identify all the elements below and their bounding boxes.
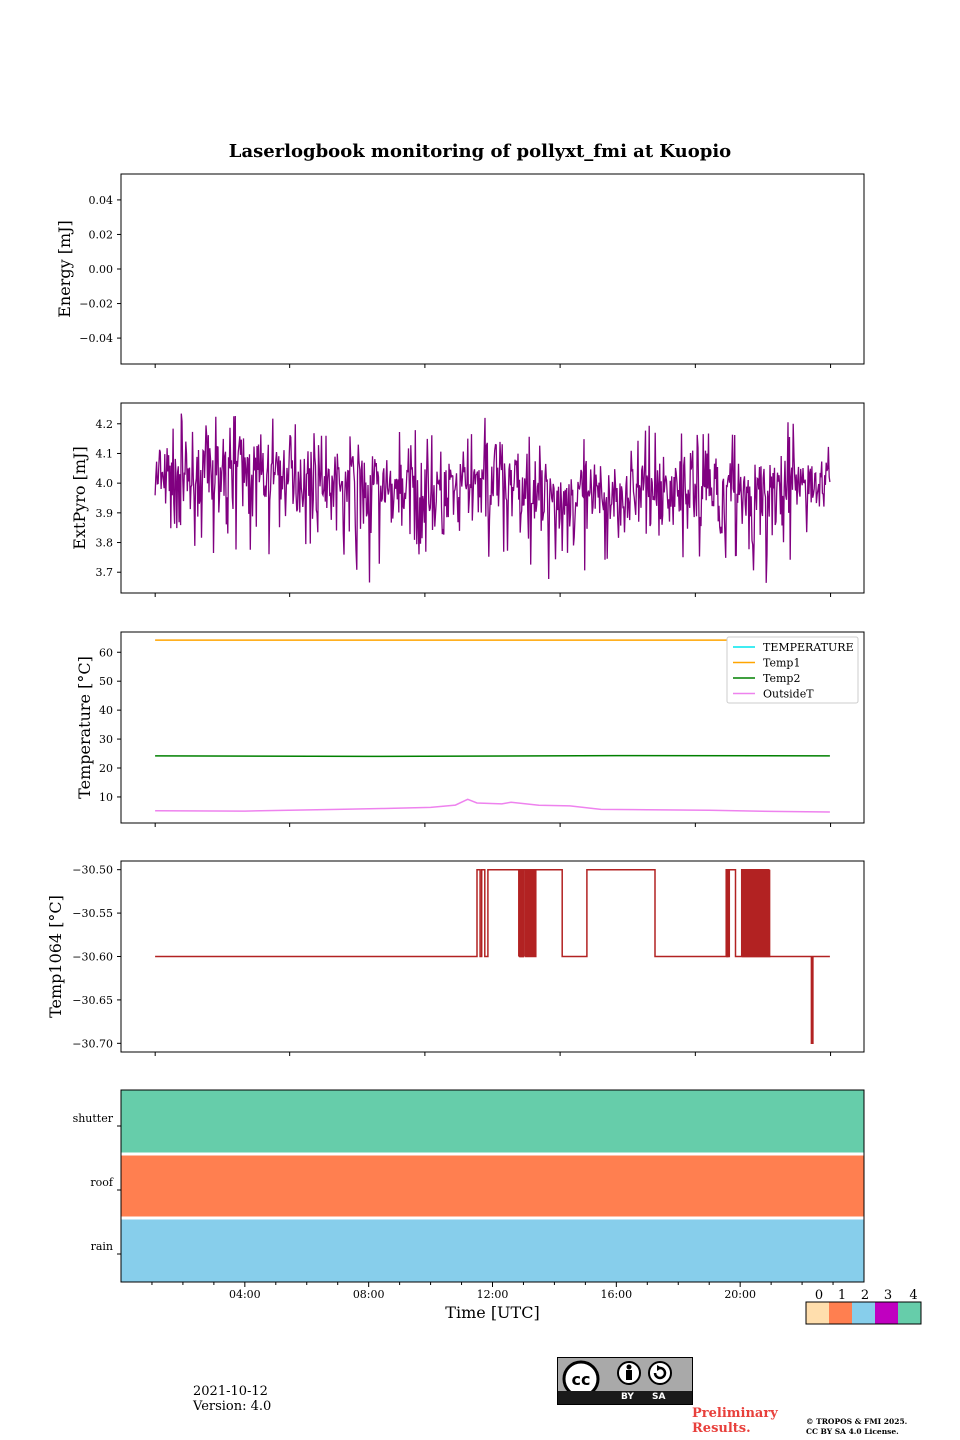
cc-sa-label: SA	[652, 1392, 666, 1402]
colorbar-label: 2	[861, 1288, 869, 1303]
sa-icon	[648, 1361, 672, 1385]
temperature-panel-frame	[120, 631, 865, 824]
y-tick-label: 3.7	[96, 566, 114, 579]
svg-text:cc: cc	[572, 1370, 591, 1389]
colorbar-label: 1	[838, 1288, 846, 1303]
y-tick-label: 0.04	[89, 194, 114, 207]
y-tick-label: −30.50	[72, 864, 113, 877]
y-tick-label: −0.02	[79, 298, 113, 311]
y-axis-label: Temp1064 [°C]	[46, 895, 65, 1018]
extpyro-series-line	[154, 413, 831, 583]
status-row-label: roof	[90, 1176, 114, 1189]
temp1064-burst	[518, 868, 525, 958]
footer-date: 2021-10-12	[193, 1384, 268, 1399]
y-tick-label: 10	[99, 791, 113, 804]
energy-panel-frame	[120, 173, 865, 365]
colorbar-label: 0	[815, 1288, 823, 1303]
colorbar-cell	[806, 1302, 829, 1324]
copyright-line-2: CC BY SA 4.0 License.	[806, 1427, 899, 1436]
colorbar-cell	[875, 1302, 898, 1324]
y-tick-label: 4.0	[96, 477, 114, 490]
temp1064-burst	[740, 868, 771, 958]
y-tick-label: 0.00	[89, 263, 114, 276]
temperature-series-outsidet	[155, 798, 830, 813]
temperature-series-temp2	[155, 754, 830, 758]
colorbar-label: 4	[909, 1288, 917, 1303]
y-tick-label: 30	[99, 733, 113, 746]
y-tick-label: 0.02	[89, 228, 114, 241]
colorbar-cell	[852, 1302, 875, 1324]
y-tick-label: −0.04	[79, 332, 113, 345]
preliminary-line-1: Preliminary	[692, 1406, 778, 1421]
temperature-legend-box	[726, 636, 859, 704]
colorbar-cell	[829, 1302, 852, 1324]
x-tick-label: 12:00	[477, 1288, 509, 1301]
y-tick-label: −30.60	[72, 951, 113, 964]
cc-icon: cc	[562, 1360, 600, 1398]
temp1064-burst	[725, 868, 731, 958]
footer-version: Version: 4.0	[193, 1399, 272, 1414]
by-icon	[617, 1361, 641, 1385]
legend-label: OutsideT	[763, 688, 814, 701]
copyright-notice: © TROPOS & FMI 2025. CC BY SA 4.0 Licens…	[806, 1417, 907, 1437]
colorbar-frame	[805, 1301, 922, 1325]
y-tick-label: 3.8	[96, 537, 114, 550]
x-tick-label: 04:00	[229, 1288, 261, 1301]
y-tick-label: 20	[99, 762, 113, 775]
y-axis-label: Energy [mJ]	[55, 220, 74, 318]
y-axis-label: Temperature [°C]	[75, 656, 94, 799]
y-tick-label: 3.9	[96, 507, 114, 520]
cc-bar: BY SA	[558, 1391, 692, 1404]
chart-title: Laserlogbook monitoring of pollyxt_fmi a…	[228, 141, 732, 162]
status-row-rain	[121, 1218, 864, 1282]
copyright-line-1: © TROPOS & FMI 2025.	[806, 1417, 908, 1426]
status-row-roof	[121, 1154, 864, 1218]
x-tick-label: 16:00	[600, 1288, 632, 1301]
y-tick-label: 4.2	[96, 418, 114, 431]
cc-license-badge: cc BY SA	[557, 1357, 693, 1405]
preliminary-results: Preliminary Results.	[692, 1406, 778, 1436]
x-tick-label: 08:00	[353, 1288, 385, 1301]
y-tick-label: 60	[99, 646, 113, 659]
x-axis-label: Time [UTC]	[445, 1303, 539, 1322]
status-row-shutter	[121, 1090, 864, 1154]
legend-label: TEMPERATURE	[763, 641, 854, 654]
status-row-label: shutter	[73, 1112, 114, 1125]
footer-info: 2021-10-12 Version: 4.0	[193, 1384, 271, 1414]
colorbar-cell	[898, 1302, 921, 1324]
y-tick-label: −30.55	[72, 907, 113, 920]
y-tick-label: −30.70	[72, 1037, 113, 1050]
y-tick-label: 4.1	[96, 447, 114, 460]
y-tick-label: 50	[99, 675, 113, 688]
colorbar-label: 3	[884, 1288, 892, 1303]
preliminary-line-2: Results.	[692, 1421, 751, 1436]
extpyro-panel-frame	[120, 402, 865, 594]
cc-by-label: BY	[621, 1392, 634, 1402]
y-axis-label: ExtPyro [mJ]	[70, 446, 89, 549]
legend-label: Temp2	[763, 672, 800, 685]
y-tick-label: −30.65	[72, 994, 113, 1007]
temp1064-burst	[524, 868, 537, 958]
y-tick-label: 40	[99, 704, 113, 717]
status-row-label: rain	[91, 1240, 113, 1253]
legend-label: Temp1	[763, 657, 800, 670]
x-tick-label: 20:00	[724, 1288, 756, 1301]
